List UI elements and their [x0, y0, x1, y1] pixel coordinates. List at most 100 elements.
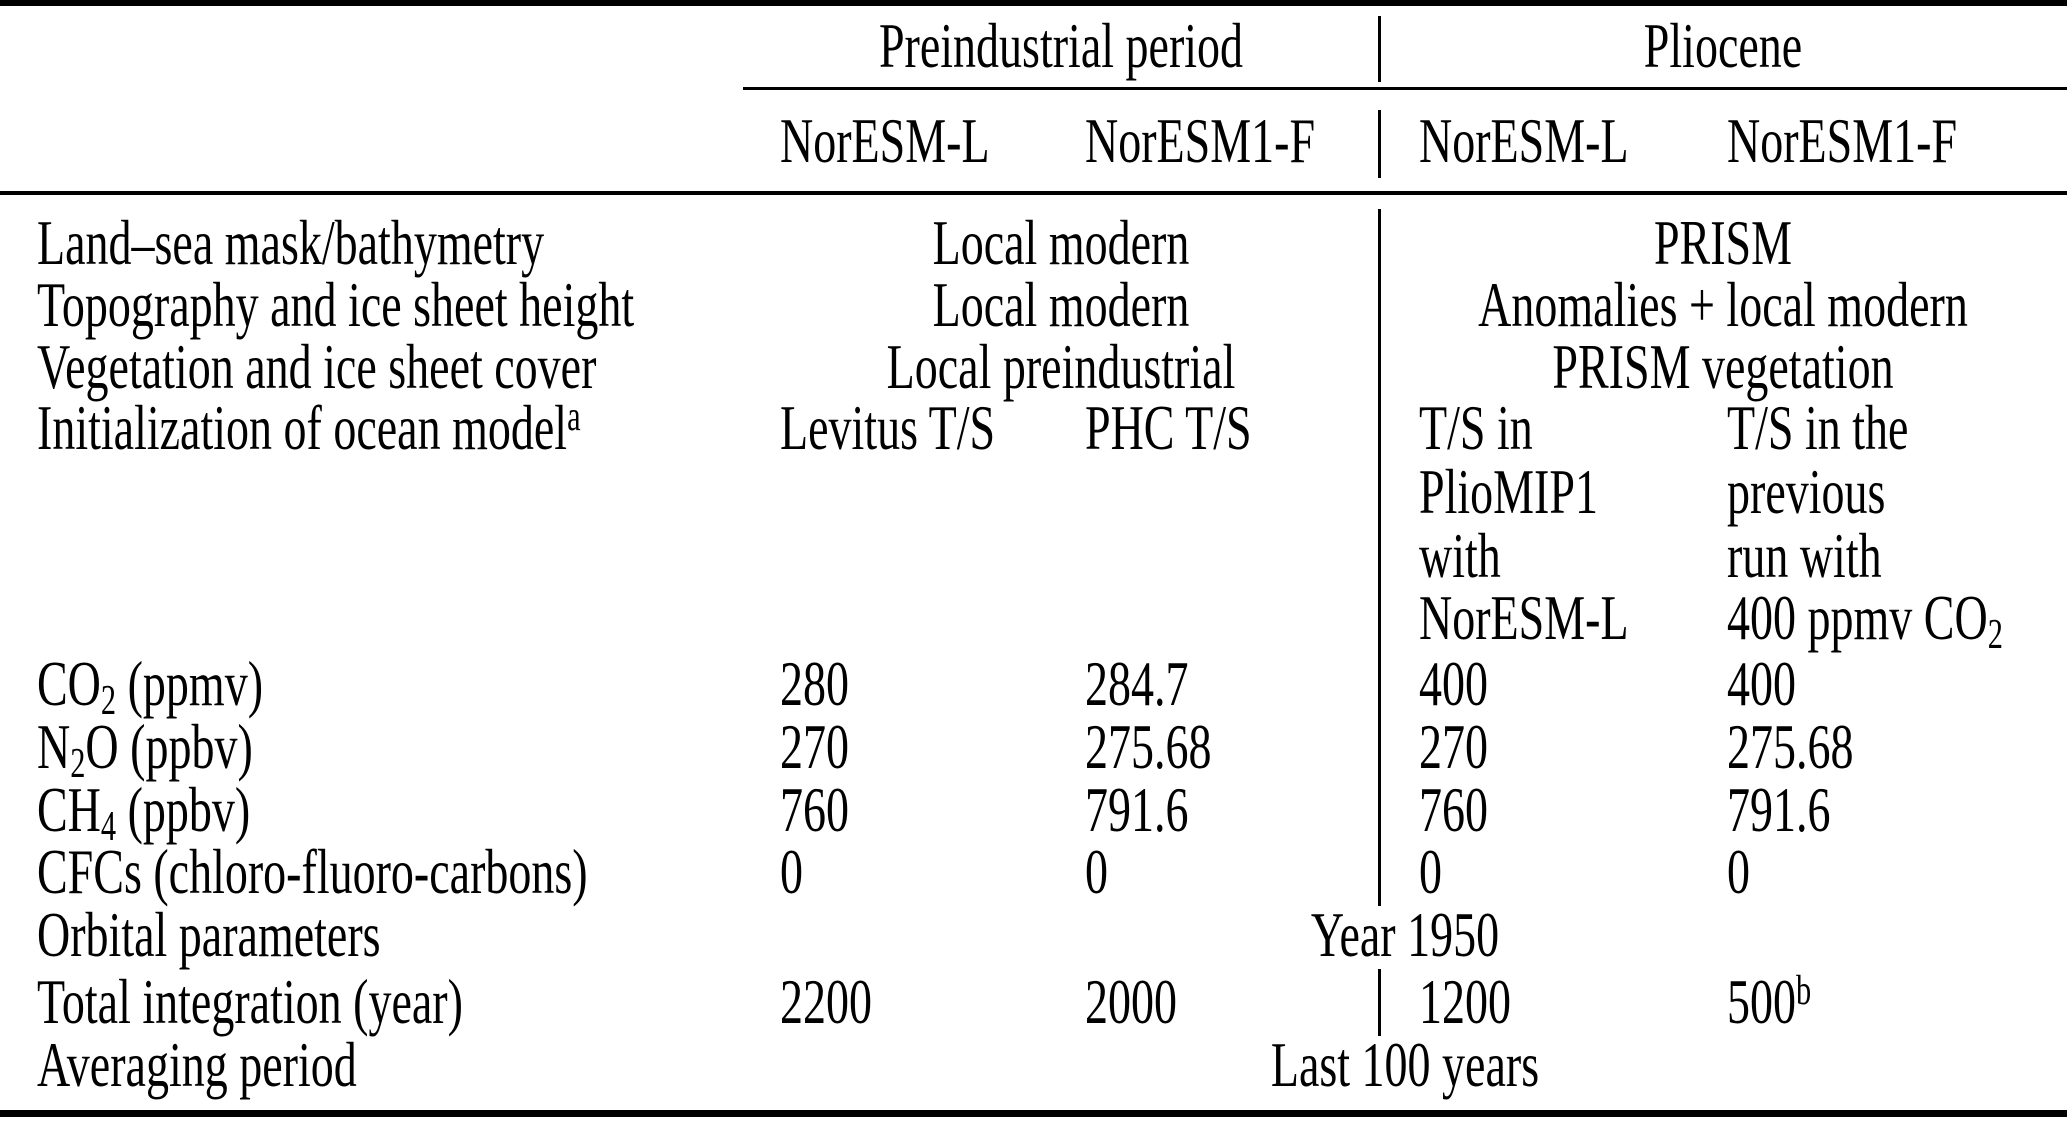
column-divider-segment — [1378, 209, 1381, 906]
cell-pliocene-span: Anomalies + local modern — [1379, 269, 2067, 339]
table-row-ocean-init-line3: with run with — [0, 520, 2067, 590]
row-label-text: Initialization of ocean modela — [37, 391, 581, 463]
cell-preindustrial-span: Local preindustrial — [743, 331, 1379, 401]
row-label-text: Vegetation and ice sheet cover — [37, 330, 597, 402]
row-label-text: CO2 (ppmv) — [37, 647, 264, 724]
column-header-label: NorESM-L — [1419, 104, 1629, 176]
co2-subscript: 2 — [1987, 610, 2003, 658]
row-label: CFCs (chloro-fluoro-carbons) — [37, 836, 588, 906]
group-header-pliocene: Pliocene — [1379, 10, 2067, 80]
cell-text: Year 1950 — [1310, 898, 1500, 970]
cell-value: 270 — [780, 710, 849, 782]
cell-text: NorESM-L — [1419, 581, 1629, 653]
row-label: Vegetation and ice sheet cover — [37, 331, 596, 401]
row-label: Topography and ice sheet height — [37, 269, 634, 339]
column-divider-segment — [1378, 16, 1381, 82]
table-row-n2o: N2O (ppbv) 270 275.68 270 275.68 — [0, 710, 2067, 784]
cell-preindustrial-span: Local modern — [743, 207, 1379, 277]
cell-value: 2200 — [780, 965, 872, 1037]
row-label-text: Orbital parameters — [37, 898, 381, 970]
cell-value: 400 — [1727, 647, 1796, 719]
column-divider-segment — [1378, 969, 1381, 1036]
cell-value: 400 — [1419, 647, 1488, 719]
cell-text: Local modern — [932, 206, 1190, 278]
group-header-label: Preindustrial period — [878, 9, 1244, 81]
footnote-marker-a: a — [567, 392, 581, 440]
column-header-label: NorESM1-F — [1085, 104, 1316, 176]
row-label: Total integration (year) — [37, 966, 463, 1036]
row-label: N2O (ppbv) — [37, 711, 253, 784]
row-label-text: CH4 (ppbv) — [37, 773, 251, 850]
cell-value: 2000 — [1085, 965, 1177, 1037]
row-label-text: CFCs (chloro-fluoro-carbons) — [37, 835, 588, 907]
cell-noresm1f-plio-line1: T/S in the — [1727, 392, 1908, 462]
column-header-label: NorESM-L — [780, 104, 990, 176]
table-row-topography: Topography and ice sheet height Local mo… — [0, 269, 2067, 339]
column-divider-segment — [1378, 110, 1381, 178]
row-label-text: N2O (ppbv) — [37, 710, 253, 787]
table-row-integration: Total integration (year) 2200 2000 1200 … — [0, 965, 2067, 1037]
cell-value: 284.7 — [1085, 647, 1189, 719]
table-row-ocean-init-line4: NorESM-L 400 ppmv CO2 — [0, 582, 2067, 655]
group-header-rule — [743, 87, 2067, 90]
cell-value: 0 — [1727, 835, 1750, 907]
cell-pliocene-span: PRISM vegetation — [1379, 331, 2067, 401]
cell-text: PRISM vegetation — [1552, 330, 1894, 402]
row-label-text: Averaging period — [37, 1028, 357, 1100]
row-label-text: Topography and ice sheet height — [37, 268, 635, 340]
cell-text: Local modern — [932, 268, 1190, 340]
cell-noresml-pre: Levitus T/S — [780, 392, 995, 462]
cell-noresm1f-plio-line2: previous — [1727, 456, 1885, 526]
table-row-co2: CO2 (ppmv) 280 284.7 400 400 — [0, 647, 2067, 721]
cell-value: 275.68 — [1085, 710, 1212, 782]
cell-text: with — [1419, 519, 1501, 591]
table-row-orbital: Orbital parameters Year 1950 — [0, 899, 2067, 969]
table-row-cfcs: CFCs (chloro-fluoro-carbons) 0 0 0 0 — [0, 835, 2067, 907]
cell-text: T/S in — [1419, 391, 1533, 463]
cell-value: 760 — [1419, 773, 1488, 845]
cell-value: 0 — [1085, 835, 1108, 907]
cell-text: PlioMIP1 — [1419, 455, 1598, 527]
table-row-vegetation: Vegetation and ice sheet cover Local pre… — [0, 331, 2067, 401]
row-label-text: Total integration (year) — [37, 965, 463, 1037]
row-label: Land–sea mask/bathymetry — [37, 207, 544, 277]
cell-value: 791.6 — [1727, 773, 1831, 845]
cell-text: previous — [1727, 455, 1886, 527]
column-header-noresm1f-plio: NorESM1-F — [1727, 105, 1957, 175]
table-row-ch4: CH4 (ppbv) 760 791.6 760 791.6 — [0, 773, 2067, 847]
column-header-label: NorESM1-F — [1727, 104, 1958, 176]
group-header-preindustrial: Preindustrial period — [743, 10, 1379, 80]
cell-text: Last 100 years — [1270, 1028, 1540, 1100]
cell-noresm1f-plio-line3: run with — [1727, 520, 1882, 590]
cell-value: 1200 — [1419, 965, 1511, 1037]
cell-value: 760 — [780, 773, 849, 845]
cell-text: Local preindustrial — [886, 330, 1236, 402]
row-label-text: Land–sea mask/bathymetry — [37, 206, 545, 278]
row-label: Averaging period — [37, 1029, 357, 1099]
column-header-noresml-pre: NorESM-L — [780, 105, 990, 175]
cell-noresml-plio-line3: with — [1419, 520, 1501, 590]
cell-value: 280 — [780, 647, 849, 719]
cell-value: 0 — [780, 835, 803, 907]
row-label: CH4 (ppbv) — [37, 774, 250, 847]
top-rule — [0, 0, 2067, 6]
cell-value: 500b — [1727, 965, 1812, 1037]
group-header-label: Pliocene — [1643, 9, 1803, 81]
cell-noresml-plio-line2: PlioMIP1 — [1419, 456, 1598, 526]
cell-noresml-plio-line4: NorESM-L — [1419, 582, 1629, 652]
cell-text: PHC T/S — [1085, 391, 1252, 463]
row-label: Orbital parameters — [37, 899, 381, 969]
cell-text: T/S in the — [1727, 391, 1909, 463]
column-header-noresml-plio: NorESM-L — [1419, 105, 1629, 175]
cell-pliocene-span: PRISM — [1379, 207, 2067, 277]
table-row-land-sea: Land–sea mask/bathymetry Local modern PR… — [0, 207, 2067, 277]
cell-noresm1f-pre: PHC T/S — [1085, 392, 1252, 462]
header-body-rule — [0, 191, 2067, 195]
cell-text: run with — [1727, 519, 1882, 591]
cell-value: 791.6 — [1085, 773, 1189, 845]
header-model-row: NorESM-L NorESM1-F NorESM-L NorESM1-F — [0, 105, 2067, 175]
row-label: CO2 (ppmv) — [37, 648, 263, 721]
cell-text: 400 ppmv CO2 — [1727, 581, 2003, 658]
cell-value: 275.68 — [1727, 710, 1854, 782]
